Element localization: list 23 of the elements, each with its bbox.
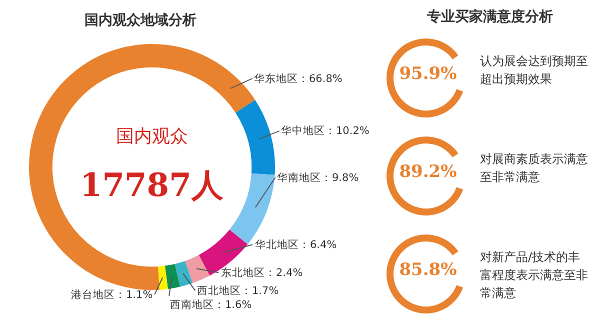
slice-label: 华中地区：10.2% bbox=[281, 124, 370, 137]
slice-label: 港台地区：1.1% bbox=[71, 288, 153, 301]
slice-label: 华北地区：6.4% bbox=[255, 238, 337, 251]
slice-label: 华东地区：66.8% bbox=[254, 72, 342, 85]
slice-label: 东北地区：2.4% bbox=[221, 266, 303, 279]
text: 17787人 bbox=[80, 166, 224, 204]
chart-title: 国内观众地域分析 bbox=[84, 12, 197, 28]
slice-label: 西北地区：1.7% bbox=[197, 284, 279, 297]
slice-label: 华南地区：9.8% bbox=[277, 171, 359, 184]
slice-label: 西南地区：1.6% bbox=[170, 298, 252, 311]
text: 专业买家满意度分析 bbox=[426, 8, 554, 26]
text: 85.8% bbox=[398, 260, 458, 280]
donut-slice bbox=[164, 264, 180, 289]
text: 89.2% bbox=[398, 162, 458, 182]
text: 对新产品/技术的丰富程度表示满意至非常满意 bbox=[480, 249, 588, 302]
donut-slice bbox=[236, 100, 275, 175]
text: 95.9% bbox=[398, 64, 458, 84]
donut-slice bbox=[184, 254, 210, 284]
text: 国内观众 bbox=[116, 126, 188, 147]
text: 认为展会达到预期至超出预期效果 bbox=[480, 53, 588, 88]
text: 对展商素质表示满意至非常满意 bbox=[480, 151, 588, 186]
donut-slice bbox=[158, 266, 168, 290]
donut-slice bbox=[174, 261, 193, 287]
